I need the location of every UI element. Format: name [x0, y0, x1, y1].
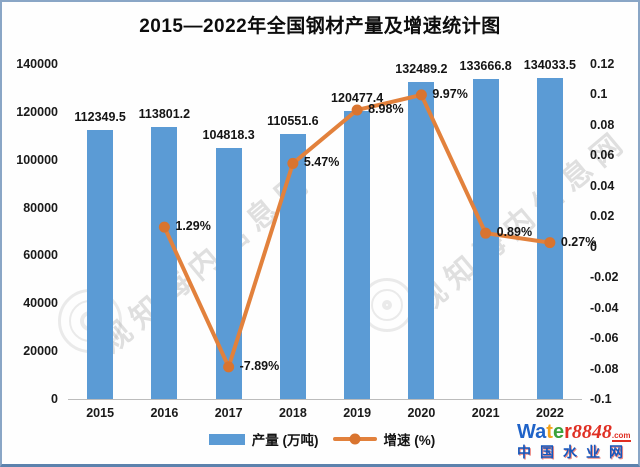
left-axis-tick: 120000 — [16, 104, 58, 119]
growth-point-2019 — [351, 104, 363, 116]
x-axis-label-2021: 2021 — [471, 406, 500, 420]
bar-value-label: 132489.2 — [395, 61, 448, 76]
growth-value-label: 8.98% — [368, 101, 404, 116]
growth-point-2017 — [223, 361, 235, 373]
growth-value-label: 0.27% — [560, 234, 597, 249]
legend-item-line: 增速 (%) — [332, 429, 436, 449]
right-axis-tick: -0.06 — [590, 331, 619, 346]
bar-value-label: 120477.4 — [331, 90, 384, 105]
growth-value-label: 0.89% — [496, 225, 533, 240]
growth-point-2021 — [480, 227, 492, 239]
left-axis-tick: 140000 — [16, 57, 58, 71]
growth-point-2020 — [415, 89, 427, 101]
growth-line-svg — [158, 89, 556, 373]
growth-value-label: 1.29% — [175, 219, 211, 234]
x-axis-label-2018: 2018 — [278, 406, 307, 420]
legend-label: 产量 (万吨) — [251, 433, 319, 448]
left-axis-tick: 40000 — [23, 296, 58, 311]
logo-letter: r — [564, 421, 572, 443]
right-axis-tick: 0.04 — [590, 178, 615, 193]
bar-2018 — [279, 134, 306, 399]
x-axis-label-2015: 2015 — [86, 406, 115, 420]
logo-wordmark: Water8848.com — [517, 422, 632, 442]
right-axis-tick: -0.02 — [590, 270, 619, 285]
logo-letter: t — [546, 421, 553, 443]
right-axis-tick: 0.08 — [590, 117, 615, 132]
logo-letter: a — [535, 421, 547, 443]
right-axis-tick: -0.1 — [590, 392, 612, 406]
right-axis-tick: -0.08 — [590, 361, 619, 376]
bar-value-label: 112349.5 — [74, 110, 126, 125]
water8848-logo: Water8848.com 中国水业网 — [517, 422, 632, 459]
legend-line-swatch — [332, 433, 377, 445]
bar-value-label: 134033.5 — [523, 58, 576, 73]
left-axis-tick: 0 — [51, 392, 58, 406]
x-axis-label-2022: 2022 — [535, 406, 564, 420]
right-axis-tick: 0.02 — [590, 209, 615, 224]
bar-2015 — [87, 130, 114, 399]
x-axis-label-2017: 2017 — [214, 406, 243, 420]
bar-value-label: 133666.8 — [459, 59, 512, 74]
logo-letter: W — [517, 421, 536, 443]
right-axis-tick: -0.04 — [590, 300, 619, 315]
bar-value-label: 113801.2 — [138, 106, 191, 121]
logo-tld: .com — [611, 431, 631, 442]
left-axis-tick: 60000 — [23, 248, 58, 263]
growth-line — [162, 92, 551, 369]
right-axis-tick: 0.1 — [590, 87, 608, 102]
x-axis-label-2016: 2016 — [150, 406, 179, 420]
logo-subtitle: 中国水业网 — [517, 444, 632, 460]
x-axis-label-2019: 2019 — [343, 406, 372, 420]
bar-2020 — [408, 81, 435, 399]
logo-letter: e — [552, 421, 565, 443]
legend-bar-swatch — [208, 433, 245, 445]
right-axis-tick: 0.12 — [590, 57, 615, 71]
right-axis-tick: 0 — [590, 239, 597, 254]
growth-point-2016 — [158, 221, 170, 233]
left-axis-tick: 20000 — [23, 344, 58, 359]
growth-value-label: -7.89% — [239, 358, 280, 373]
right-axis-tick: 0.06 — [590, 148, 615, 163]
chart-title: 2015—2022年全国钢材产量及增速统计图 — [139, 16, 501, 37]
logo-number: 8848 — [571, 421, 612, 443]
left-axis-tick: 100000 — [16, 152, 58, 167]
bar-2021 — [472, 79, 499, 399]
growth-point-2022 — [544, 237, 556, 249]
growth-value-label: 9.97% — [432, 86, 468, 101]
bar-2017 — [215, 148, 242, 399]
bar-value-label: 104818.3 — [202, 128, 255, 143]
x-axis-line — [68, 399, 582, 400]
growth-point-2018 — [287, 157, 299, 169]
left-axis-tick: 80000 — [23, 200, 58, 215]
bar-2019 — [344, 110, 371, 399]
x-axis-label-2020: 2020 — [407, 406, 436, 420]
bar-value-label: 110551.6 — [267, 114, 319, 129]
bar-2016 — [151, 126, 178, 399]
legend-item-bar: 产量 (万吨) — [208, 429, 319, 449]
legend-label: 增速 (%) — [383, 433, 436, 448]
legend: 产量 (万吨) 增速 (%) — [62, 428, 582, 450]
growth-value-label: 5.47% — [303, 155, 340, 170]
